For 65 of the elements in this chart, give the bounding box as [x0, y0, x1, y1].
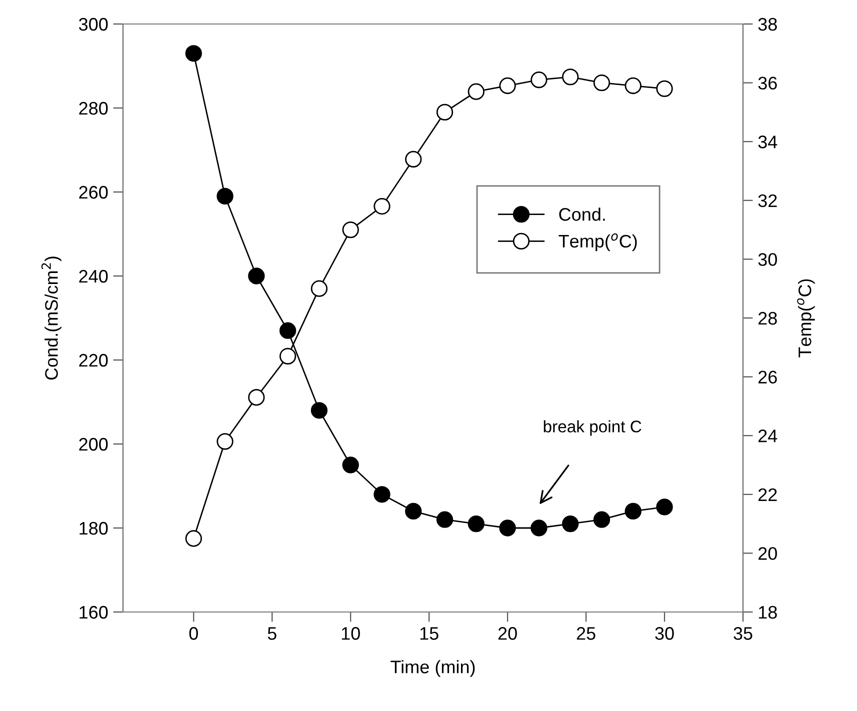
y-axis-title: Cond.(mS/cm$^{2}$) — [41, 256, 62, 380]
legend-label: Temp($^{o}$C) — [558, 233, 637, 252]
y2-tick-label: 32 — [758, 194, 777, 208]
point — [530, 520, 548, 536]
y-tick-label: 220 — [79, 354, 108, 367]
point — [405, 502, 422, 520]
point — [436, 104, 454, 121]
point — [562, 515, 579, 532]
y2-tick-label: 36 — [758, 76, 777, 90]
y-tick-label: 180 — [80, 522, 108, 535]
point — [185, 45, 202, 62]
y2-tick-label: 30 — [758, 253, 777, 266]
y-tick-label: 280 — [79, 102, 108, 115]
y2-tick-label: 38 — [758, 18, 777, 31]
point — [216, 433, 234, 450]
point — [436, 511, 454, 528]
point — [405, 150, 422, 168]
point — [185, 530, 202, 547]
point — [248, 389, 265, 406]
point — [624, 77, 642, 94]
y2-tick-label: 20 — [758, 547, 777, 560]
y2-tick-label: 28 — [758, 312, 777, 325]
point — [593, 74, 610, 92]
x-axis-title: Time (min) — [390, 660, 475, 677]
point — [624, 502, 642, 520]
y-tick-label: 200 — [79, 438, 108, 451]
point — [374, 486, 390, 503]
x-tick-label: 0 — [189, 627, 198, 640]
point — [468, 515, 484, 532]
point — [310, 280, 328, 297]
y-tick-label: 300 — [78, 18, 108, 31]
point — [216, 188, 234, 205]
annotation: break point C — [544, 420, 642, 436]
point — [656, 498, 673, 516]
point — [499, 77, 516, 94]
point — [593, 511, 610, 528]
x-tick-label: 20 — [498, 627, 517, 640]
x-tick-label: 5 — [268, 627, 276, 640]
y2-axis-title: Temp($^{o}$C) — [797, 279, 815, 358]
y2-tick-label: 26 — [758, 370, 777, 384]
x-tick-label: 10 — [342, 627, 360, 640]
y2-tick-label: 22 — [758, 488, 777, 501]
x-tick-label: 25 — [576, 627, 596, 640]
y2-tick-label: 34 — [758, 136, 778, 148]
legend-label: Cond. — [559, 208, 605, 221]
point — [374, 198, 390, 215]
y2-tick-label: 18 — [758, 606, 777, 619]
point — [342, 456, 359, 474]
y-tick-label: 160 — [80, 606, 108, 619]
x-tick-label: 30 — [655, 627, 674, 640]
point — [656, 80, 673, 98]
y2-tick-label: 24 — [758, 430, 778, 442]
y-tick-label: 260 — [79, 186, 108, 199]
point — [342, 221, 359, 238]
y-tick-label: 240 — [79, 270, 108, 283]
point — [562, 68, 579, 86]
point — [499, 520, 516, 536]
point — [279, 348, 296, 365]
point — [248, 268, 265, 284]
point — [530, 72, 548, 88]
x-tick-label: 35 — [734, 627, 752, 640]
point — [279, 322, 296, 339]
point — [468, 83, 484, 100]
x-tick-label: 15 — [420, 627, 438, 640]
point — [310, 402, 328, 419]
